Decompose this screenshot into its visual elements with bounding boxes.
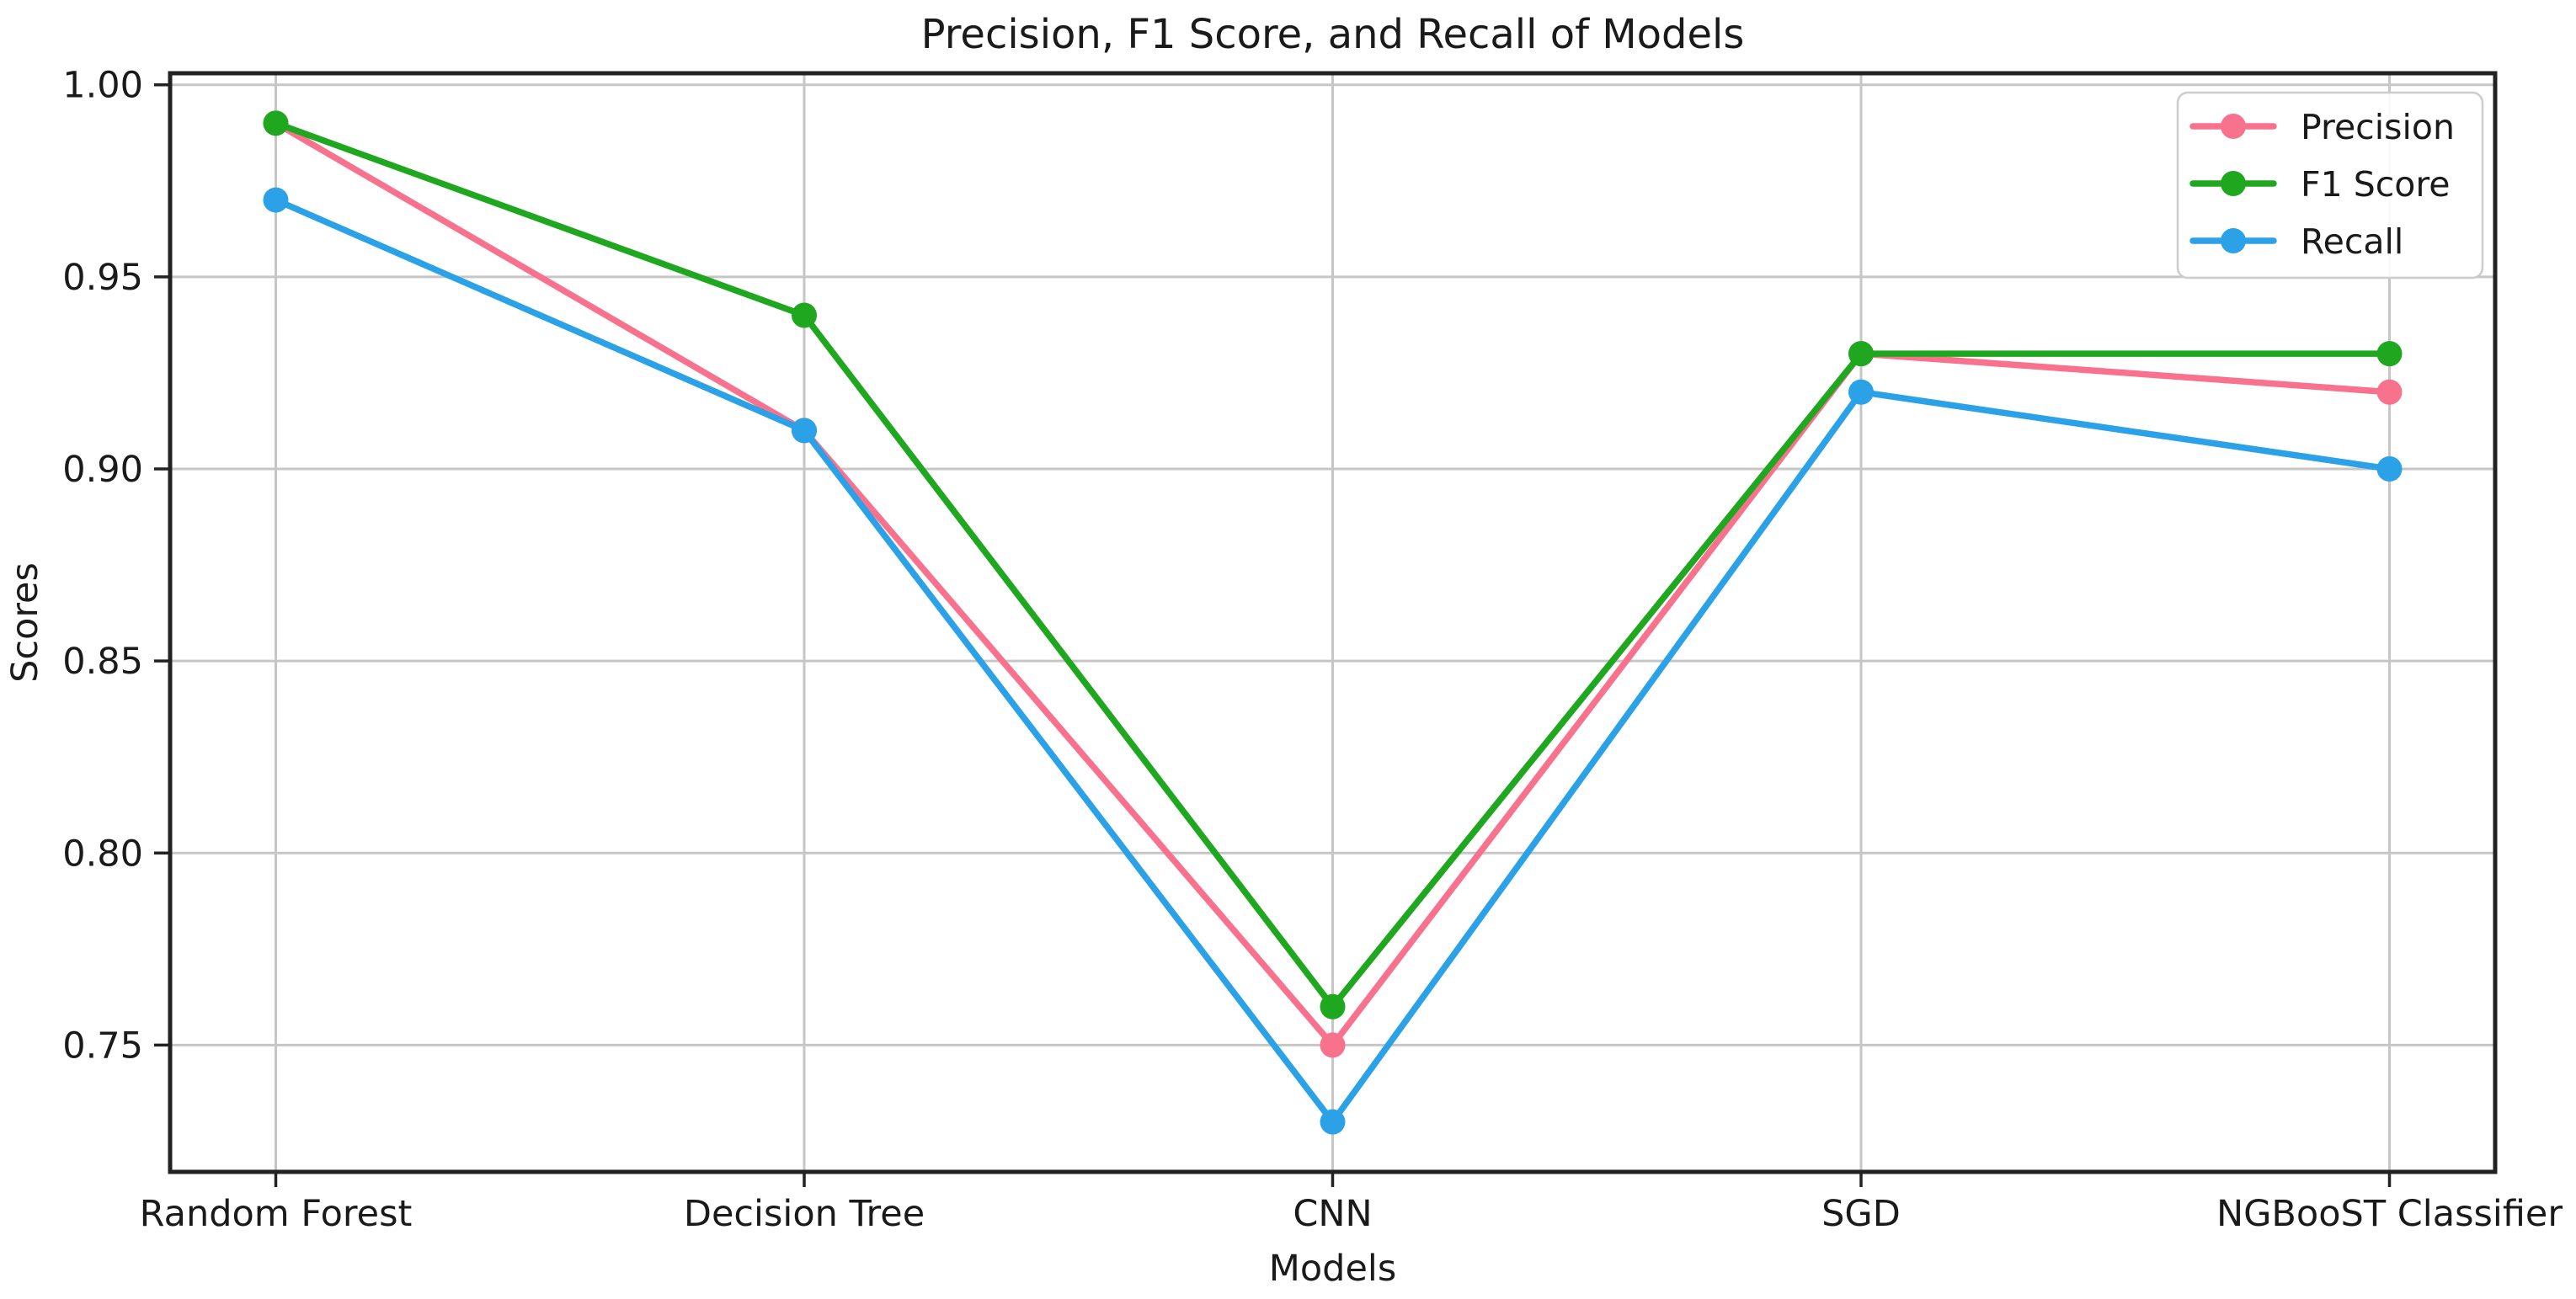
data-point-recall-2 (1320, 1109, 1346, 1135)
x-tick-label-3: SGD (1821, 1193, 1901, 1235)
legend-marker-dot-recall (2221, 228, 2246, 253)
data-point-recall-4 (2376, 455, 2403, 482)
y-tick-label-0.80: 0.80 (62, 833, 143, 875)
data-point-f1-score-1 (792, 302, 817, 328)
x-axis-label: Models (1269, 1248, 1397, 1290)
y-axis-label: Scores (4, 562, 46, 683)
y-axis (154, 83, 170, 1047)
x-tick-label-4: NGBooST Classifier (2216, 1193, 2563, 1235)
data-point-f1-score-0 (263, 110, 289, 136)
data-point-f1-score-3 (1848, 341, 1874, 367)
x-tick-label-2: CNN (1293, 1193, 1372, 1235)
chart-title: Precision, F1 Score, and Recall of Model… (921, 11, 1745, 58)
y-tick-label-0.90: 0.90 (62, 449, 143, 491)
x-tick-label-0: Random Forest (140, 1193, 413, 1235)
data-point-recall-1 (792, 418, 817, 444)
legend-item-f1-score (2189, 171, 2277, 196)
legend-box (2176, 91, 2484, 279)
legend-label-recall: Recall (2301, 221, 2403, 262)
data-point-f1-score-2 (1320, 993, 1346, 1020)
y-tick-label-0.85: 0.85 (62, 641, 143, 683)
legend-marker-dot-f1-score (2221, 171, 2246, 196)
data-point-recall-0 (263, 187, 289, 213)
series-recall (263, 187, 2403, 1135)
data-point-precision-4 (2376, 379, 2403, 405)
y-tick-label-1.00: 1.00 (62, 65, 143, 107)
x-tick-label-1: Decision Tree (684, 1193, 925, 1235)
legend (2176, 91, 2484, 279)
x-axis (274, 1172, 2392, 1187)
data-point-f1-score-4 (2376, 341, 2403, 367)
legend-label-precision: Precision (2301, 107, 2455, 147)
gridlines (170, 73, 2495, 1172)
y-tick-label-0.95: 0.95 (62, 257, 143, 299)
legend-item-recall (2189, 228, 2277, 253)
legend-label-f1-score: F1 Score (2301, 164, 2451, 205)
series-f1-score (263, 110, 2403, 1020)
legend-marker-dot-precision (2221, 114, 2246, 139)
legend-item-precision (2189, 114, 2277, 139)
data-point-recall-3 (1848, 379, 1874, 405)
y-tick-label-0.75: 0.75 (62, 1025, 143, 1067)
data-point-precision-2 (1320, 1032, 1346, 1058)
